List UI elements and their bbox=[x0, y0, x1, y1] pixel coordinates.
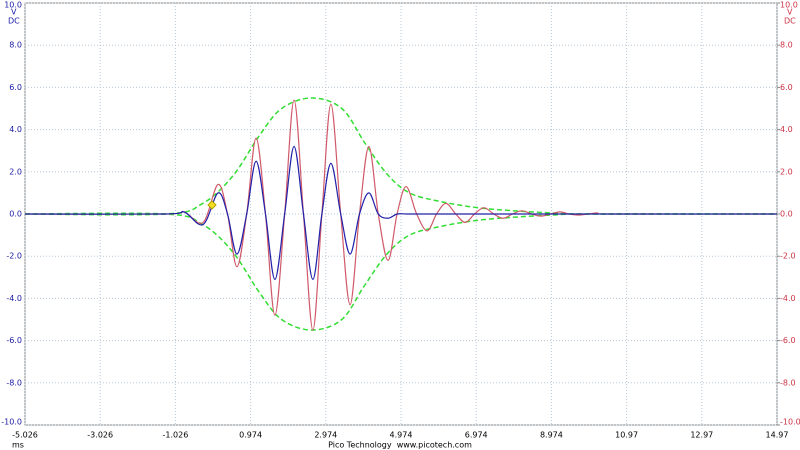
x-unit: ms bbox=[12, 441, 24, 450]
x-tick-label: 2.974 bbox=[314, 431, 337, 440]
envelope-line bbox=[24, 97, 778, 216]
y2-tick-label: -8.0 bbox=[780, 378, 796, 387]
y-tick-label: 0.0 bbox=[9, 210, 22, 219]
y-tick-label: 6.0 bbox=[9, 83, 22, 92]
footer: Pico Technology www.picotech.com bbox=[328, 441, 472, 450]
waveform bbox=[24, 145, 777, 281]
y-tick-label: 10.0 bbox=[4, 1, 22, 10]
y2-coupling: DC bbox=[784, 17, 796, 26]
y-tick-label: 4.0 bbox=[9, 125, 22, 134]
trigger-marker bbox=[207, 200, 217, 210]
y2-unit: V bbox=[787, 8, 793, 17]
y-tick-label: -6.0 bbox=[6, 336, 22, 345]
y-tick-label: -10.0 bbox=[1, 418, 22, 427]
y2-tick-label: 8.0 bbox=[780, 41, 793, 50]
y-unit: V bbox=[11, 8, 17, 17]
y-tick-label: -2.0 bbox=[6, 252, 22, 261]
y-tick-label: 8.0 bbox=[9, 41, 22, 50]
x-tick-label: -1.026 bbox=[163, 431, 189, 440]
y-tick-label: 2.0 bbox=[9, 167, 22, 176]
x-tick-label: 0.974 bbox=[239, 431, 262, 440]
y2-tick-label: -4.0 bbox=[780, 294, 796, 303]
y2-tick-label: 10.0 bbox=[780, 1, 798, 10]
y2-tick-label: -6.0 bbox=[780, 336, 796, 345]
y2-tick-label: 6.0 bbox=[780, 83, 793, 92]
y2-tick-label: 0.0 bbox=[780, 210, 793, 219]
plot bbox=[24, 2, 778, 426]
x-tick-label: 10.97 bbox=[615, 431, 638, 440]
waveform bbox=[24, 99, 778, 331]
x-tick-label: 8.974 bbox=[540, 431, 563, 440]
y2-tick-label: 4.0 bbox=[780, 125, 793, 134]
y2-tick-label: 2.0 bbox=[780, 167, 793, 176]
x-tick-label: 12.97 bbox=[690, 431, 713, 440]
y2-tick-label: -10.0 bbox=[780, 418, 800, 427]
y-tick-label: -4.0 bbox=[6, 294, 22, 303]
y-tick-label: -8.0 bbox=[6, 378, 22, 387]
x-tick-label: -3.026 bbox=[87, 431, 113, 440]
x-tick-label: 6.974 bbox=[465, 431, 488, 440]
x-tick-label: -5.026 bbox=[12, 431, 38, 440]
x-tick-label: 4.974 bbox=[390, 431, 413, 440]
x-tick-label: 14.97 bbox=[766, 431, 789, 440]
y2-tick-label: -2.0 bbox=[780, 252, 796, 261]
y-coupling: DC bbox=[8, 17, 20, 26]
